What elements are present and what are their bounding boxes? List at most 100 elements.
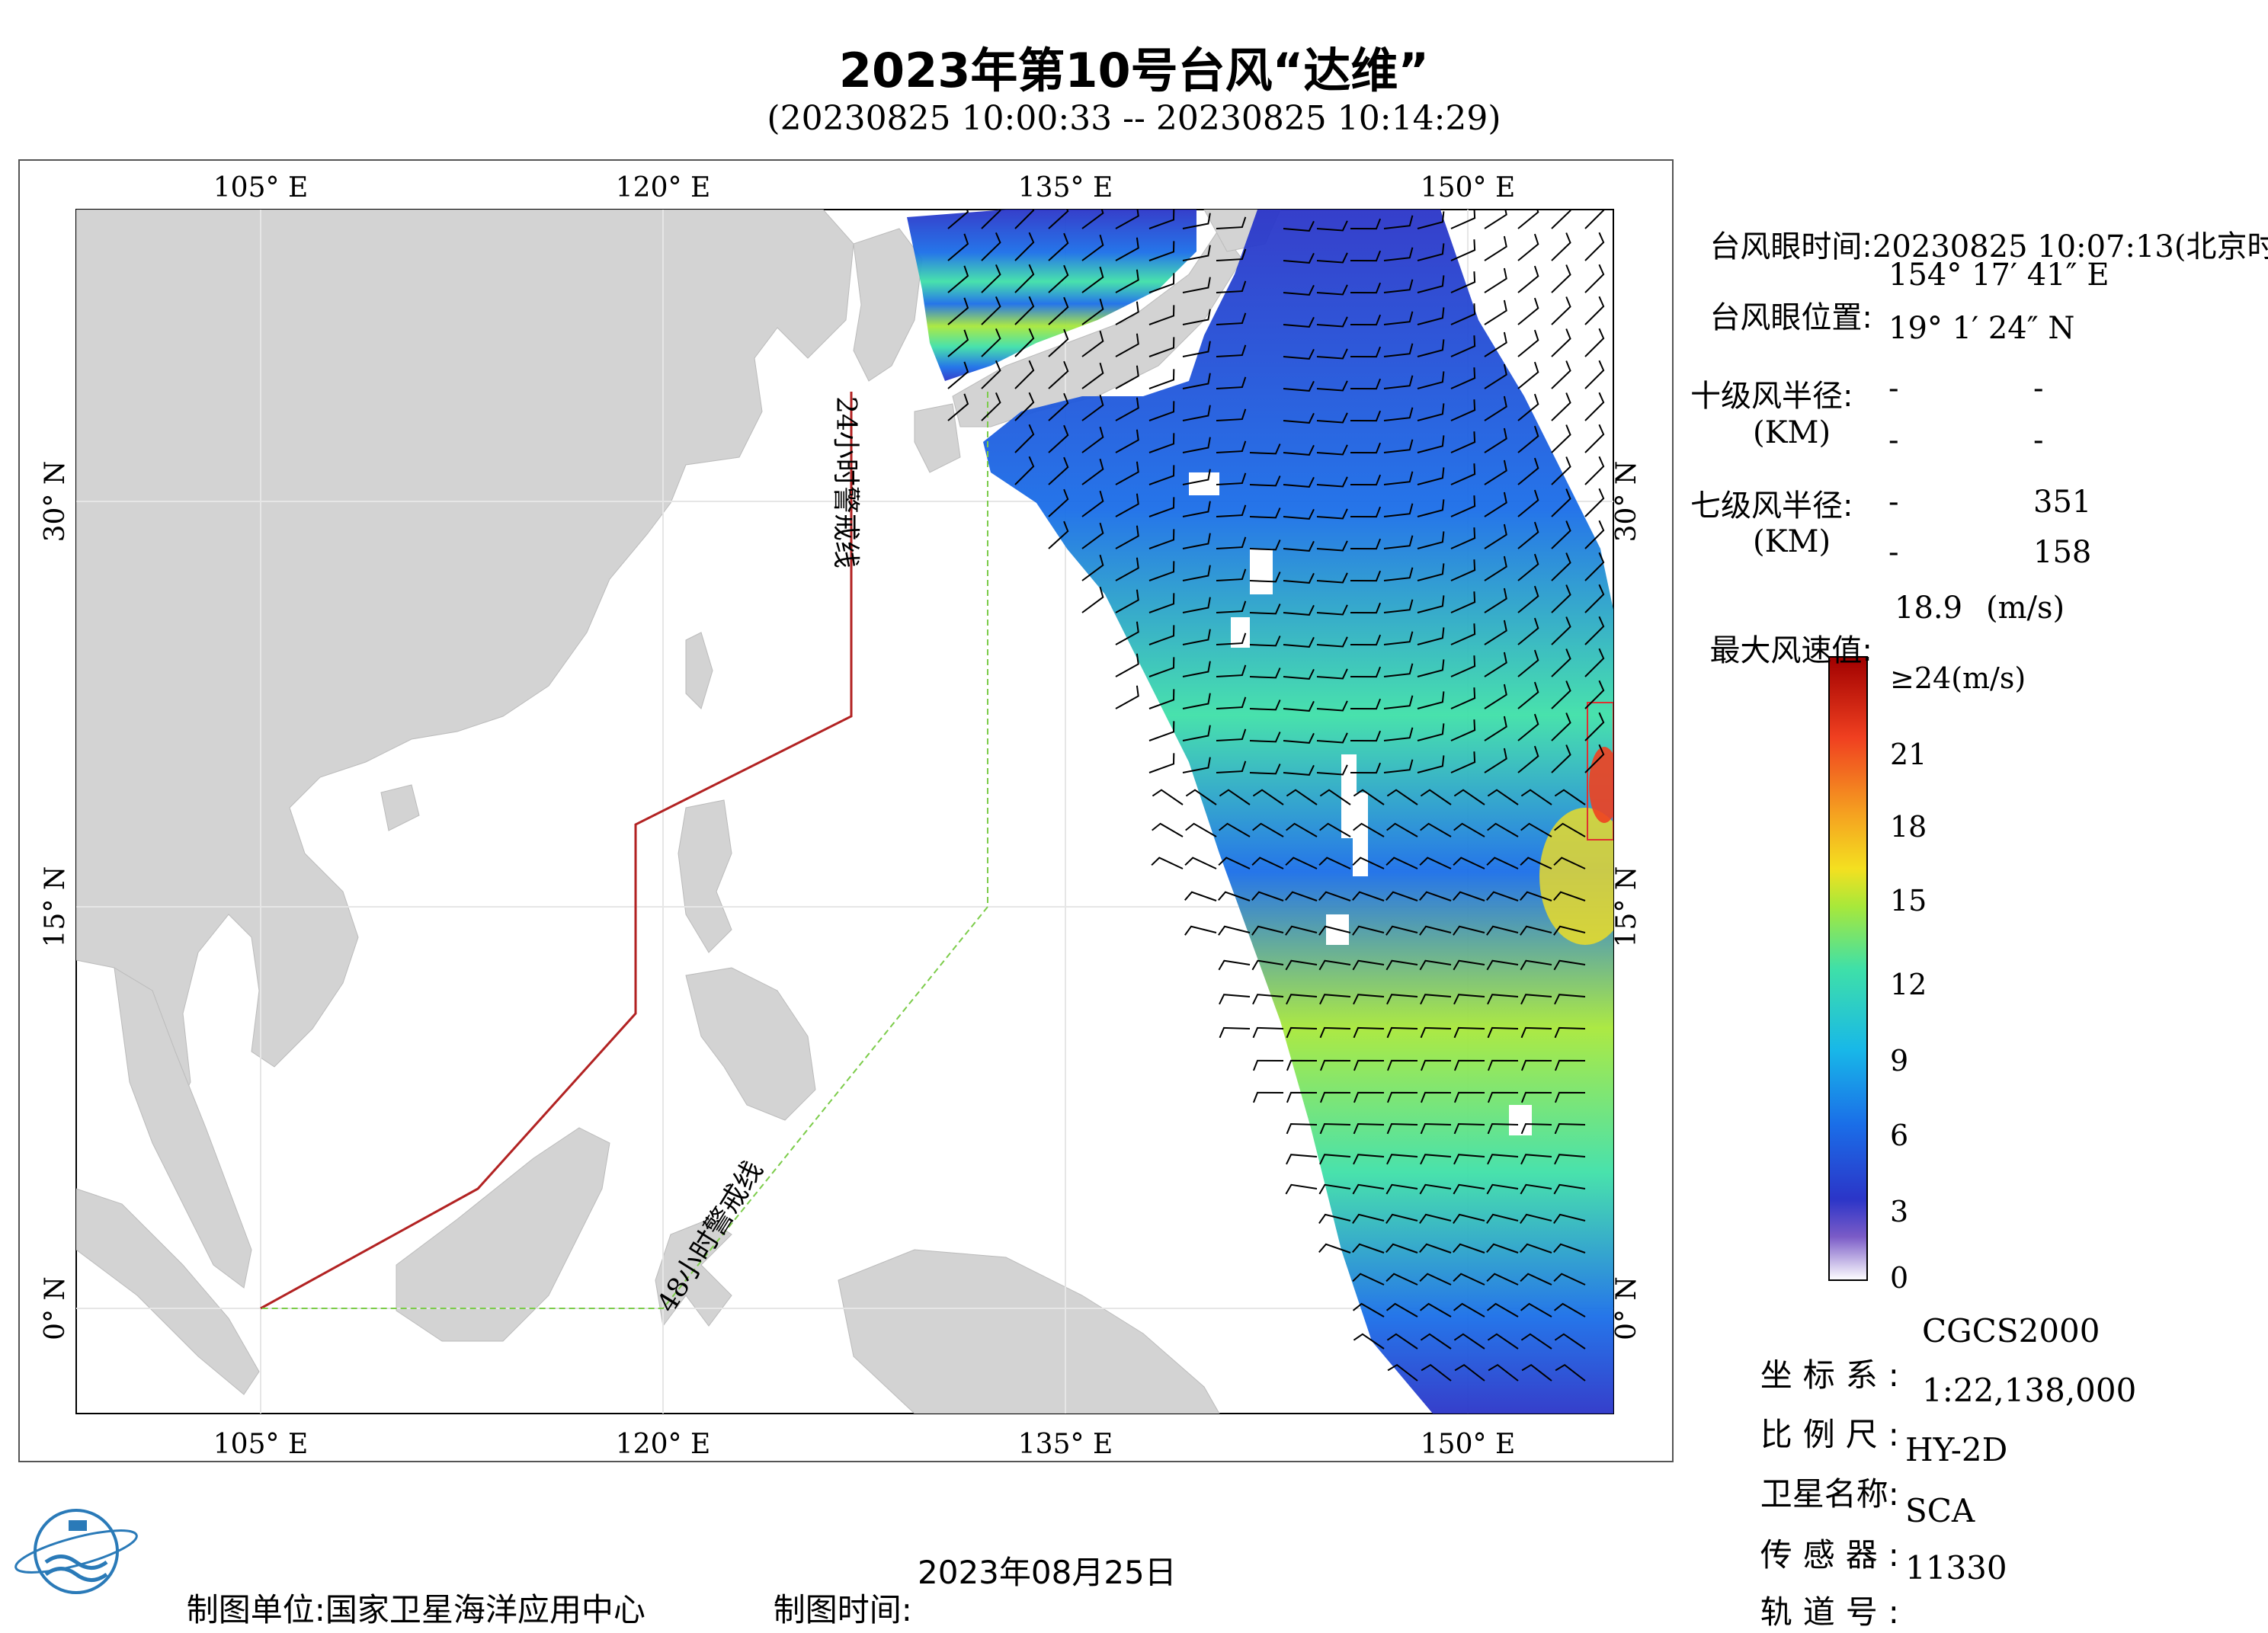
wind-barb — [1386, 789, 1418, 805]
wind-barb — [1081, 586, 1104, 613]
wind-barb — [1417, 371, 1445, 389]
wind-barb — [1450, 719, 1476, 741]
wind-barb — [1450, 335, 1476, 357]
wind-barb — [1551, 584, 1571, 613]
wind-barb — [1484, 331, 1507, 357]
wind-barb — [1350, 314, 1382, 326]
wind-barb — [1419, 925, 1452, 936]
wind-barb — [1115, 237, 1139, 261]
wind-barb — [1014, 456, 1035, 485]
wind-barb — [1386, 1026, 1418, 1039]
high-wind-core — [1539, 808, 1613, 945]
wind-barb — [1484, 459, 1507, 485]
wind-barb — [1283, 700, 1315, 712]
wind-barb — [1350, 730, 1382, 742]
wind-barb — [1584, 392, 1605, 421]
wind-barb — [1383, 407, 1414, 421]
wind-barb — [1484, 395, 1507, 421]
wind-barb — [1350, 506, 1382, 518]
orbit-row: 轨道号: — [1740, 1549, 1910, 1633]
wind-barb — [1219, 994, 1251, 1005]
wind-barb — [947, 329, 969, 357]
wind-barb — [1450, 751, 1476, 773]
wind-barb — [1417, 307, 1445, 325]
lat-label-30-right: 30° N — [1611, 461, 1642, 543]
wind-barb — [1216, 632, 1247, 645]
colorbar-top-label: ≥24(m/s) — [1890, 661, 2026, 695]
wind-barb — [1283, 476, 1315, 488]
wind-barb — [1551, 424, 1571, 453]
max-wind-row: 最大风速值: — [1690, 591, 1872, 670]
wind-barb — [1453, 994, 1485, 1005]
r7-unit: (KM) — [1753, 524, 1831, 559]
wind-barb — [1115, 333, 1139, 357]
wind-barb — [1184, 891, 1217, 901]
wind-barb — [1551, 648, 1571, 677]
wind-barb — [1487, 789, 1519, 805]
wind-barb — [1048, 392, 1069, 421]
wind-barb — [1316, 572, 1348, 584]
wind-barb — [1316, 380, 1348, 392]
wind-barb — [1014, 264, 1035, 293]
eye-lat: 19° 1′ 24″ N — [1888, 311, 2075, 346]
wind-barb — [1081, 210, 1104, 229]
wind-barb — [1453, 925, 1485, 936]
wind-barb — [1484, 556, 1507, 581]
wind-barb — [1252, 822, 1284, 837]
wind-barb — [1249, 475, 1281, 487]
wind-barb — [1584, 296, 1605, 325]
wind-barb — [1316, 732, 1348, 744]
wind-barb — [1318, 1243, 1351, 1254]
orbit-label: 轨道号: — [1760, 1593, 1910, 1631]
wind-barb — [1517, 553, 1539, 581]
wind-barb — [1216, 536, 1247, 549]
wind-swath — [983, 210, 1613, 1414]
wind-swath-north — [907, 210, 1196, 381]
wind-barb — [1081, 298, 1104, 325]
wind-barb — [1383, 279, 1414, 293]
wind-barb — [1385, 891, 1418, 901]
wind-barb — [1486, 1183, 1519, 1195]
colorbar-tick-18: 18 — [1890, 810, 1927, 844]
wind-barb — [1486, 1273, 1519, 1286]
crs-row: 坐标系: — [1740, 1312, 1910, 1396]
wind-barb — [1551, 264, 1571, 293]
wind-barb — [1283, 444, 1315, 456]
wind-barb — [1520, 1213, 1552, 1224]
wind-barb — [1115, 525, 1139, 549]
wind-barb — [1453, 959, 1485, 971]
wind-barb — [1048, 488, 1069, 517]
wind-barb — [1014, 328, 1035, 357]
wind-barb — [1316, 348, 1348, 360]
wind-barb — [1419, 1183, 1452, 1195]
wind-barb — [1115, 461, 1139, 485]
wind-barb — [1417, 755, 1445, 773]
wind-barb — [1252, 1026, 1284, 1039]
wind-barb — [1554, 1091, 1586, 1103]
wind-barb — [1216, 280, 1247, 293]
producer-row: 制图单位:国家卫星海洋应用中心 — [166, 1547, 645, 1631]
wind-barb — [1319, 1091, 1351, 1103]
wind-barb — [1383, 439, 1414, 453]
wind-barb — [1283, 284, 1315, 296]
wind-barb — [1487, 1059, 1519, 1071]
wind-barb — [1450, 655, 1476, 677]
wind-barb — [1383, 567, 1414, 581]
wind-barb — [1383, 759, 1414, 773]
wind-barb — [1115, 557, 1139, 581]
wind-barb — [1286, 994, 1318, 1005]
wind-barb — [1249, 443, 1281, 455]
lon-label-150-top: 150° E — [1421, 172, 1515, 203]
r10-value-3: - — [1888, 423, 1899, 458]
wind-barb — [1551, 712, 1571, 741]
wind-barb — [1148, 753, 1175, 773]
wind-barb — [1450, 399, 1476, 421]
wind-barb — [1383, 471, 1414, 485]
wind-barb — [1520, 1243, 1552, 1254]
eye-lon: 154° 17′ 41″ E — [1888, 258, 2109, 293]
wind-barb — [1517, 393, 1539, 421]
wind-barb — [1453, 1091, 1485, 1103]
wind-barb — [1453, 891, 1485, 901]
scale-value: 1:22,138,000 — [1922, 1372, 2137, 1409]
wind-barb — [1350, 570, 1382, 582]
